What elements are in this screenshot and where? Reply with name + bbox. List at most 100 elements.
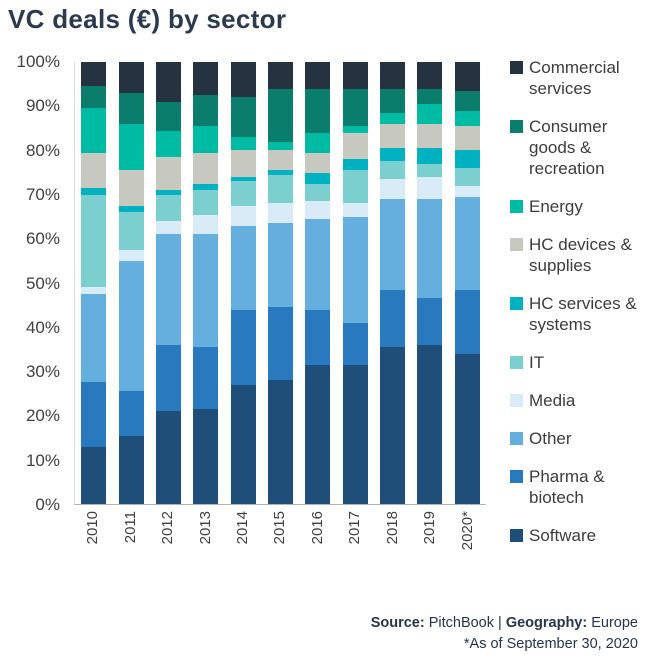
legend-swatch — [510, 529, 523, 542]
x-tick-label: 2017 — [346, 511, 364, 545]
segment-other — [267, 223, 293, 308]
segment-energy — [380, 112, 406, 124]
segment-commercial-services — [81, 62, 107, 87]
plot-area — [74, 62, 486, 505]
segment-hc-services-systems — [342, 159, 368, 171]
segment-software — [380, 347, 406, 504]
bar-2012 — [155, 62, 181, 504]
segment-pharma-biotech — [230, 309, 256, 385]
segment-hc-devices-supplies — [305, 152, 331, 173]
x-tick-label: 2018 — [383, 511, 401, 545]
segment-media — [193, 214, 219, 235]
segment-software — [342, 364, 368, 504]
segment-energy — [81, 108, 107, 153]
chart-title: VC deals (€) by sector — [8, 4, 287, 34]
legend-swatch — [510, 432, 523, 445]
segment-it — [118, 212, 144, 250]
segment-pharma-biotech — [380, 289, 406, 348]
segment-commercial-services — [118, 62, 144, 93]
bar-2020 — [454, 62, 480, 504]
segment-energy — [417, 104, 443, 124]
bar-2015 — [267, 62, 293, 504]
y-tick-label: 70% — [25, 184, 60, 204]
segment-energy — [230, 137, 256, 151]
segment-other — [81, 294, 107, 383]
legend-item-it: IT — [510, 352, 646, 373]
segment-pharma-biotech — [267, 307, 293, 381]
y-tick-label: 90% — [25, 96, 60, 116]
y-tick-label: 80% — [25, 140, 60, 160]
segment-it — [342, 170, 368, 204]
segment-it — [417, 163, 443, 177]
segment-it — [81, 194, 107, 288]
legend-label: IT — [529, 353, 545, 372]
segment-commercial-services — [305, 62, 331, 89]
legend-item-hc-services-systems: HC services & systems — [510, 293, 646, 335]
legend-item-pharma-biotech: Pharma & biotech — [510, 466, 646, 508]
y-tick-label: 30% — [25, 362, 60, 382]
source-value: PitchBook — [424, 615, 499, 631]
legend-item-software: Software — [510, 525, 646, 546]
geography-label: Geography: — [505, 615, 588, 631]
segment-hc-devices-supplies — [380, 123, 406, 149]
x-axis: 2010 2011 2012 2013 2014 2015 2016 2017 2018 2019… — [74, 511, 486, 593]
segment-consumer-goods-recreation — [267, 88, 293, 142]
geography-value: Europe — [587, 615, 638, 631]
legend-item-commercial-services: Commercial services — [510, 57, 646, 99]
legend-swatch — [510, 470, 523, 483]
bar-2019 — [417, 62, 443, 504]
segment-hc-services-systems — [417, 148, 443, 164]
segment-hc-devices-supplies — [118, 170, 144, 206]
bar-2010 — [81, 62, 107, 504]
segment-media — [417, 176, 443, 200]
segment-media — [230, 205, 256, 226]
segment-energy — [155, 130, 181, 158]
segment-commercial-services — [267, 62, 293, 89]
segment-pharma-biotech — [417, 298, 443, 345]
segment-hc-services-systems — [454, 150, 480, 169]
segment-other — [305, 218, 331, 310]
segment-other — [454, 196, 480, 290]
segment-other — [342, 216, 368, 323]
segment-other — [118, 260, 144, 392]
segment-commercial-services — [193, 62, 219, 96]
y-tick-label: 20% — [25, 406, 60, 426]
y-tick-label: 40% — [25, 317, 60, 337]
segment-hc-devices-supplies — [230, 150, 256, 177]
x-tick-label: 2016 — [308, 511, 326, 545]
segment-consumer-goods-recreation — [305, 88, 331, 133]
segment-hc-devices-supplies — [342, 132, 368, 160]
segment-it — [230, 181, 256, 206]
segment-commercial-services — [155, 62, 181, 102]
x-tick-label: 2013 — [196, 511, 214, 545]
segment-consumer-goods-recreation — [230, 97, 256, 138]
segment-hc-devices-supplies — [454, 126, 480, 151]
segment-software — [267, 380, 293, 504]
segment-other — [417, 199, 443, 299]
segment-it — [380, 161, 406, 180]
segment-software — [81, 446, 107, 504]
segment-hc-services-systems — [193, 183, 219, 191]
segment-media — [380, 179, 406, 200]
segment-hc-services-systems — [155, 190, 181, 195]
segment-it — [267, 174, 293, 204]
segment-commercial-services — [380, 62, 406, 89]
segment-energy — [454, 110, 480, 127]
y-tick-label: 50% — [25, 273, 60, 293]
segment-software — [230, 384, 256, 504]
bar-2011 — [118, 62, 144, 504]
legend-label: Software — [529, 526, 597, 545]
segment-energy — [305, 132, 331, 153]
segment-media — [267, 203, 293, 224]
legend: Commercial services Consumer goods & recr… — [510, 57, 646, 563]
segment-pharma-biotech — [118, 391, 144, 436]
y-tick-label: 60% — [25, 229, 60, 249]
segment-consumer-goods-recreation — [118, 93, 144, 124]
x-tick-label: 2015 — [271, 511, 289, 545]
segment-consumer-goods-recreation — [193, 95, 219, 127]
x-tick-label: 2014 — [234, 511, 252, 545]
segment-consumer-goods-recreation — [380, 88, 406, 113]
segment-consumer-goods-recreation — [155, 101, 181, 131]
x-tick-label: 2019 — [421, 511, 439, 545]
